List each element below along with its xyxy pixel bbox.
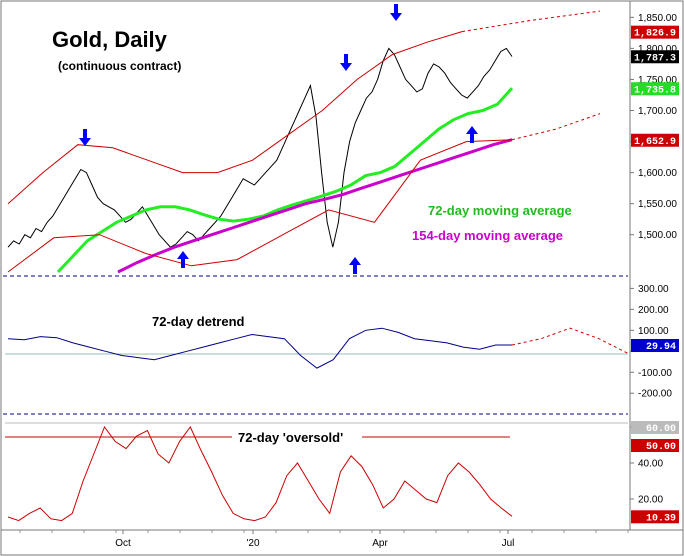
x-tick-label: '20 xyxy=(246,538,259,549)
value-label: 60.00 xyxy=(646,424,676,435)
y-tick-label: 40.00 xyxy=(638,459,663,470)
arrow-down-icon xyxy=(390,4,402,21)
x-tick-label: Jul xyxy=(502,538,515,549)
y-tick-label: 1,500.00 xyxy=(638,230,677,241)
price-series-154-day-moving-average xyxy=(117,138,513,274)
y-tick-label: 1,850.00 xyxy=(638,13,677,24)
price-series-price xyxy=(7,47,513,248)
price-series-72-day-moving-average xyxy=(56,87,514,274)
y-tick-label: 1,550.00 xyxy=(638,199,677,210)
value-label: 50.00 xyxy=(646,442,676,453)
arrow-up-icon xyxy=(466,126,478,143)
arrow-up-icon xyxy=(177,251,189,268)
price-series-upper-band xyxy=(7,31,463,205)
value-label-box xyxy=(631,82,679,96)
arrow-up-icon xyxy=(349,257,361,274)
oversold-annotation: 72-day 'oversold' xyxy=(238,430,343,445)
arrow-layer xyxy=(79,4,478,274)
y-tick-label: 20.00 xyxy=(638,495,663,506)
value-label-box xyxy=(631,439,679,452)
value-label: 29.94 xyxy=(646,342,676,353)
arrow-down-icon xyxy=(340,54,352,71)
value-label-layer: 1,826.9 1,787.3 1,735.8 1,652.9 29.94 60.00 50… xyxy=(631,25,679,524)
y-tick-label: 1,600.00 xyxy=(638,168,677,179)
y-tick-label: 1,700.00 xyxy=(638,106,677,117)
y-tick-label: 200.00 xyxy=(638,305,669,316)
price-series-upper-band-projection xyxy=(461,10,601,33)
x-tick-label: Oct xyxy=(115,538,131,549)
detrend-annotation: 72-day detrend xyxy=(152,314,245,329)
value-label: 1,652.9 xyxy=(634,137,676,148)
ma72-annotation: 72-day moving average xyxy=(428,203,572,218)
y-tick-label: -200.00 xyxy=(638,389,672,400)
value-label: 10.39 xyxy=(646,513,676,524)
oversold-annotation-bg xyxy=(232,428,362,445)
y-tick-label: 100.00 xyxy=(638,326,669,337)
chart-subtitle: (continuous contract) xyxy=(58,59,181,73)
y-tick-label: 300.00 xyxy=(638,284,669,295)
value-label: 1,787.3 xyxy=(634,53,676,64)
detrend-series-projection xyxy=(511,327,629,354)
value-label-box xyxy=(631,50,679,64)
axis-layer: 1,500.001,550.001,600.001,650.001,700.00… xyxy=(19,13,677,549)
ma154-annotation: 154-day moving average xyxy=(412,228,563,243)
arrow-down-icon xyxy=(79,129,91,146)
series-layer xyxy=(7,10,629,522)
y-tick-label: 1,800.00 xyxy=(638,44,677,55)
price-series-lower-band xyxy=(7,139,513,273)
value-label: 1,735.8 xyxy=(634,85,676,96)
value-label-box xyxy=(631,421,679,434)
detrend-series-72-day-detrend xyxy=(7,327,512,369)
oversold-series-72-day-oversold- xyxy=(7,425,513,522)
y-tick-label: -100.00 xyxy=(638,368,672,379)
value-label-box xyxy=(631,339,679,353)
x-tick-label: Apr xyxy=(372,538,388,549)
chart-title: Gold, Daily xyxy=(52,27,168,52)
value-label-box xyxy=(631,25,679,39)
value-label-box xyxy=(631,133,679,147)
y-tick-label: 1,750.00 xyxy=(638,75,677,86)
value-label-box xyxy=(631,510,679,524)
value-label: 1,826.9 xyxy=(634,29,676,40)
